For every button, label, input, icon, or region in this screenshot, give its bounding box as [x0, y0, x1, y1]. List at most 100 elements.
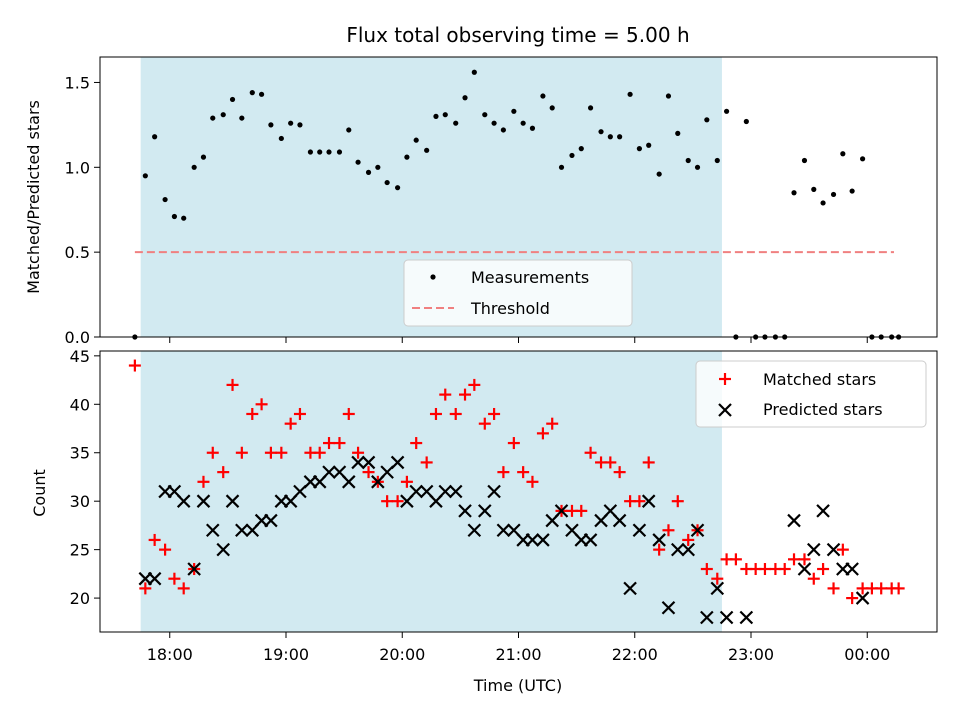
measurement-point — [520, 120, 526, 126]
matched-star-point — [168, 572, 181, 585]
matched-star-point — [352, 446, 365, 459]
measurement-point — [811, 186, 817, 192]
measurement-point — [181, 215, 187, 221]
measurement-point — [210, 115, 216, 121]
predicted-star-point — [235, 523, 249, 538]
measurement-point — [791, 190, 797, 196]
x-tick-label: 00:00 — [844, 645, 890, 664]
predicted-star-point — [478, 504, 492, 518]
measurement-point — [346, 127, 352, 133]
predicted-star-point — [264, 513, 278, 528]
x-tick-label: 20:00 — [379, 645, 425, 664]
matched-star-point — [478, 417, 491, 430]
measurement-point — [462, 95, 468, 101]
measurement-point — [453, 120, 459, 126]
predicted-star-point — [525, 533, 540, 547]
measurement-point — [471, 69, 477, 75]
matched-star-point — [788, 553, 801, 566]
matched-star-point — [177, 582, 190, 595]
matched-star-point — [671, 495, 684, 508]
matched-star-point — [488, 407, 501, 420]
measurement-point — [229, 96, 236, 103]
matched-star-point — [682, 533, 695, 546]
x-axis-title: Time (UTC) — [473, 676, 562, 695]
matched-star-point — [604, 456, 617, 469]
predicted-star-point — [816, 504, 830, 518]
matched-star-point — [159, 543, 172, 556]
predicted-star-point — [458, 504, 472, 518]
measurement-point — [365, 169, 372, 175]
y-tick-label: 40 — [70, 395, 90, 414]
measurement-point — [617, 134, 623, 140]
y-tick-label: 20 — [70, 589, 90, 608]
measurement-point — [395, 185, 401, 191]
x-tick-label: 18:00 — [147, 645, 193, 664]
measurement-point — [549, 105, 555, 111]
predicted-star-point — [293, 484, 307, 499]
matched-star-point — [429, 407, 442, 420]
predicted-star-point — [661, 600, 676, 615]
predicted-star-point — [690, 523, 705, 538]
measurement-point — [384, 179, 390, 186]
measurement-point — [500, 127, 506, 133]
matched-star-point — [507, 437, 520, 450]
predicted-star-point — [341, 475, 356, 489]
measurement-point — [840, 151, 846, 157]
predicted-star-point — [845, 562, 859, 576]
matched-star-point — [778, 563, 791, 576]
predicted-star-point — [448, 484, 463, 499]
matched-star-point — [846, 592, 859, 605]
predicted-star-point — [641, 494, 656, 508]
matched-star-point — [449, 407, 462, 420]
predicted-star-point — [351, 455, 365, 470]
measurement-point — [297, 122, 303, 128]
bottom-axes-frame — [99, 350, 938, 633]
predicted-star-point — [797, 562, 812, 576]
matched-star-point — [807, 572, 820, 585]
top-axes-frame — [99, 56, 938, 338]
measurement-point — [665, 93, 672, 99]
measurement-point — [820, 200, 826, 206]
matched-star-point — [128, 359, 141, 372]
y-tick-label: 45 — [70, 347, 90, 366]
figure-title: Flux total observing time = 5.00 h — [346, 23, 689, 47]
predicted-star-point — [554, 504, 569, 518]
legend-threshold-label: Threshold — [470, 299, 550, 318]
y-tick-label: 1.5 — [65, 73, 90, 92]
predicted-star-point — [147, 571, 162, 586]
predicted-star-point — [361, 455, 376, 470]
matched-star-point — [459, 388, 472, 401]
matched-star-point — [836, 543, 849, 556]
matched-star-point — [206, 446, 219, 459]
measurement-point — [200, 154, 207, 160]
y-tick-label: 30 — [70, 492, 90, 511]
predicted-star-point — [710, 581, 725, 596]
measurement-point — [675, 130, 681, 136]
matched-star-point — [410, 437, 423, 450]
measurement-point — [540, 93, 546, 99]
measurement-point — [849, 188, 855, 194]
predicted-star-point — [187, 562, 201, 576]
matched-star-point — [400, 475, 413, 488]
matched-star-point — [226, 378, 239, 391]
predicted-star-point — [855, 591, 870, 605]
matched-star-point — [497, 466, 510, 479]
measurement-point — [491, 120, 497, 126]
matched-star-point — [653, 543, 666, 556]
measurement-point — [355, 159, 361, 165]
y-tick-label: 0.5 — [65, 243, 90, 262]
top-legend-box — [403, 259, 633, 327]
measurement-point — [375, 164, 381, 170]
measurement-point — [278, 135, 284, 142]
predicted-star-point — [806, 542, 821, 557]
matched-stars-points — [128, 359, 905, 605]
matched-star-point — [284, 417, 297, 430]
matched-star-point — [381, 495, 394, 508]
x-tick-label: 23:00 — [728, 645, 774, 664]
measurement-point — [288, 120, 294, 126]
matched-star-point — [711, 572, 724, 585]
matched-star-point — [197, 475, 210, 488]
predicted-stars-points — [138, 455, 870, 625]
measurement-point — [558, 164, 565, 170]
